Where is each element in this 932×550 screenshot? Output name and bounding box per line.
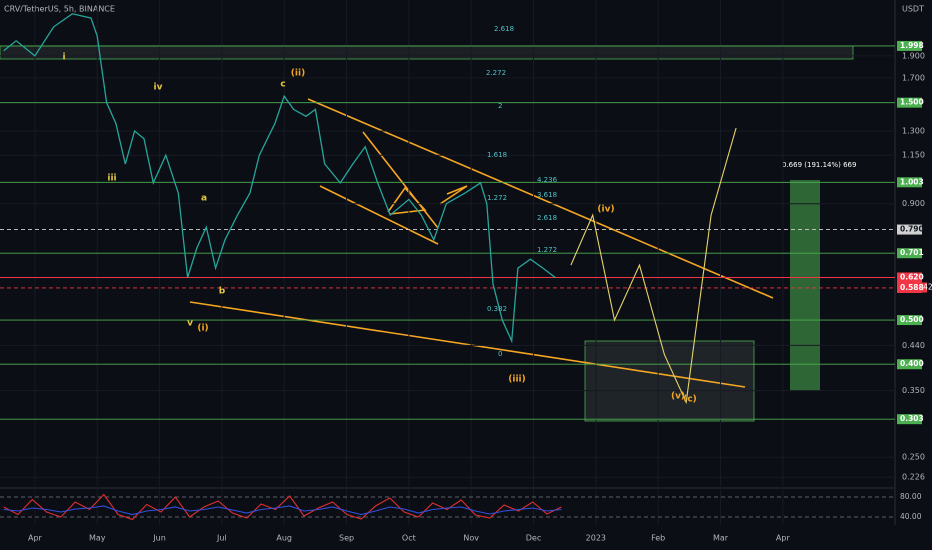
trend-line bbox=[439, 185, 468, 205]
level-label: 0.701 bbox=[900, 248, 924, 257]
level-label: 0.620 bbox=[900, 272, 924, 281]
wave-label: (i) bbox=[197, 324, 208, 334]
fib-label: 2 bbox=[498, 102, 502, 110]
x-tick-label: 2023 bbox=[586, 534, 606, 543]
level-label: 0.400 bbox=[900, 359, 924, 368]
rsi-tick-label: 80.00 bbox=[900, 492, 922, 501]
fib-label: 0 bbox=[498, 350, 502, 358]
y-tick-label: 0.900 bbox=[902, 199, 925, 208]
x-tick-label: Dec bbox=[526, 534, 541, 543]
level-badge bbox=[897, 282, 922, 293]
wave-label: (ii) bbox=[291, 69, 305, 79]
x-tick-label: Oct bbox=[402, 534, 416, 543]
target-label: 0.669 (191.14%) 669 bbox=[782, 161, 856, 169]
rsi-line bbox=[3, 505, 562, 516]
y-tick-label: 1.700 bbox=[902, 73, 925, 82]
x-tick-label: Feb bbox=[651, 534, 665, 543]
level-label: 1.003 bbox=[900, 177, 924, 186]
level-badge bbox=[897, 177, 922, 188]
x-tick-label: Nov bbox=[463, 534, 479, 543]
trend-line bbox=[387, 186, 427, 215]
y-tick-label: 0.226 bbox=[902, 473, 925, 482]
target-zone bbox=[584, 340, 755, 422]
level-label: 1.998 bbox=[900, 41, 924, 50]
chart-title: CRV/TetherUS, 5h, BINANCE bbox=[4, 5, 115, 14]
wave-label: a bbox=[201, 194, 207, 204]
level-label: 0.588 bbox=[900, 283, 924, 292]
wave-label: (iv) bbox=[597, 205, 614, 215]
wave-label: iv bbox=[154, 83, 163, 93]
y-tick-label: 0.250 bbox=[902, 453, 925, 462]
trend-line bbox=[307, 98, 774, 299]
wave-label: b bbox=[219, 287, 226, 297]
trend-line bbox=[319, 185, 439, 245]
fib-label: 3.618 bbox=[537, 191, 557, 199]
wave-label: (c) bbox=[683, 395, 697, 405]
x-tick-label: Apr bbox=[28, 534, 43, 543]
y-tick-label: 1.300 bbox=[902, 126, 925, 135]
y-tick-label: 1.900 bbox=[902, 51, 925, 60]
y-tick-label: 1.150 bbox=[902, 151, 925, 160]
wave-label: iii bbox=[107, 174, 116, 184]
x-tick-label: Mar bbox=[713, 534, 729, 543]
level-badge bbox=[897, 97, 922, 108]
trend-lines bbox=[189, 98, 774, 388]
level-badge bbox=[897, 40, 922, 51]
level-label: 1.500 bbox=[900, 98, 924, 107]
fib-label: 2.272 bbox=[486, 69, 506, 77]
fib-label: 4.236 bbox=[537, 176, 558, 184]
wave-label: c bbox=[280, 80, 285, 90]
wave-label: (iii) bbox=[508, 375, 525, 385]
level-label: 0.500 bbox=[900, 315, 924, 324]
x-tick-label: Jul bbox=[216, 534, 227, 543]
level-badge bbox=[897, 414, 922, 425]
y-tick-label: 0.440 bbox=[902, 341, 925, 350]
rsi-line bbox=[3, 493, 562, 521]
fib-label: 1.272 bbox=[537, 246, 557, 254]
wave-label: (v) bbox=[671, 392, 685, 402]
x-tick-label: Aug bbox=[276, 534, 292, 543]
wave-label: v bbox=[187, 319, 193, 329]
axis-unit: USDT bbox=[902, 5, 924, 14]
fib-label: 0.382 bbox=[487, 305, 507, 313]
fib-label: 1.618 bbox=[487, 151, 507, 159]
level-badge bbox=[897, 359, 922, 370]
x-tick-label: Sep bbox=[339, 534, 354, 543]
level-badge bbox=[897, 248, 922, 259]
rsi-tick-label: 40.00 bbox=[900, 512, 922, 521]
y-tick-label: 0.350 bbox=[902, 386, 925, 395]
x-tick-label: Jun bbox=[152, 534, 166, 543]
level-label: 0.303 bbox=[900, 414, 924, 423]
price-line bbox=[3, 13, 556, 344]
x-tick-label: May bbox=[89, 534, 106, 543]
price-line bbox=[570, 127, 737, 405]
target-box bbox=[790, 180, 820, 391]
x-tick-label: Apr bbox=[776, 534, 791, 543]
fib-label: 1.272 bbox=[487, 194, 507, 202]
resistance-zone bbox=[0, 45, 854, 60]
level-badge bbox=[897, 272, 922, 283]
trend-line bbox=[362, 131, 439, 229]
level-badge bbox=[897, 224, 922, 235]
trend-line bbox=[189, 301, 746, 388]
fib-label: 2.618 bbox=[537, 214, 557, 222]
level-label: 0.790 bbox=[900, 225, 924, 234]
fib-label: 2.618 bbox=[494, 25, 514, 33]
wave-label: i bbox=[62, 53, 65, 63]
level-badge bbox=[897, 315, 922, 326]
